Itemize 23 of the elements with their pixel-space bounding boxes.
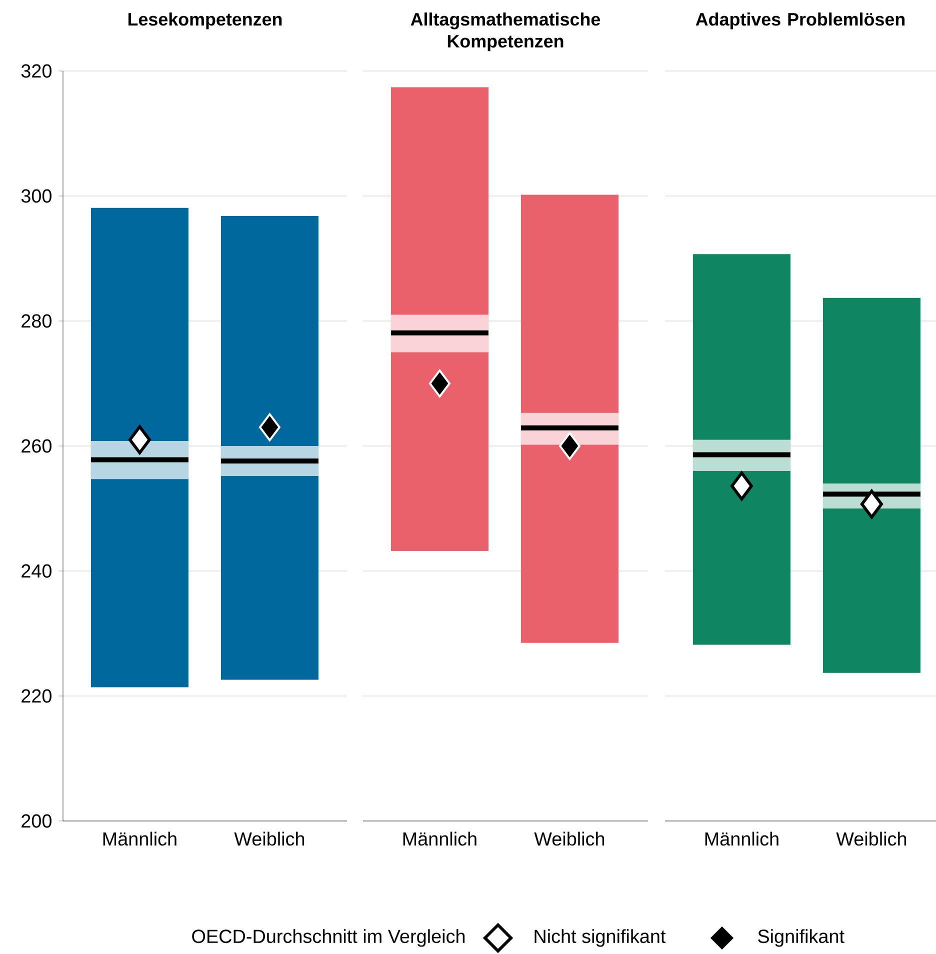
x-tick-label: Männlich xyxy=(103,832,176,846)
y-tick-label: 240 xyxy=(22,564,52,578)
chart-title: Alltagsmathematische Kompetenzen xyxy=(410,12,600,52)
chart-title: Adaptives Problemlösen xyxy=(696,12,905,30)
y-tick-label: 200 xyxy=(22,814,52,828)
y-tick-label: 280 xyxy=(22,314,52,328)
x-tick-label: Männlich xyxy=(705,832,778,846)
y-tick-label: 320 xyxy=(21,64,52,78)
x-tick-label: Weiblich xyxy=(534,832,604,846)
legend-label: Signifikant xyxy=(758,929,844,947)
legend-title: OECD-Durchschnitt im Vergleich xyxy=(192,929,465,947)
chart-title: Lesekompetenzen xyxy=(128,12,282,30)
y-tick-label: 260 xyxy=(22,439,52,453)
y-tick-label: 220 xyxy=(22,689,52,703)
legend-label: Nicht signifikant xyxy=(534,929,666,947)
bar xyxy=(520,194,618,643)
bar xyxy=(822,298,920,673)
y-tick-label: 300 xyxy=(21,189,52,203)
bar xyxy=(390,87,488,551)
x-tick-label: Weiblich xyxy=(234,832,304,846)
x-tick-label: Weiblich xyxy=(836,832,906,846)
x-tick-label: Männlich xyxy=(403,832,476,846)
bar xyxy=(692,254,790,645)
